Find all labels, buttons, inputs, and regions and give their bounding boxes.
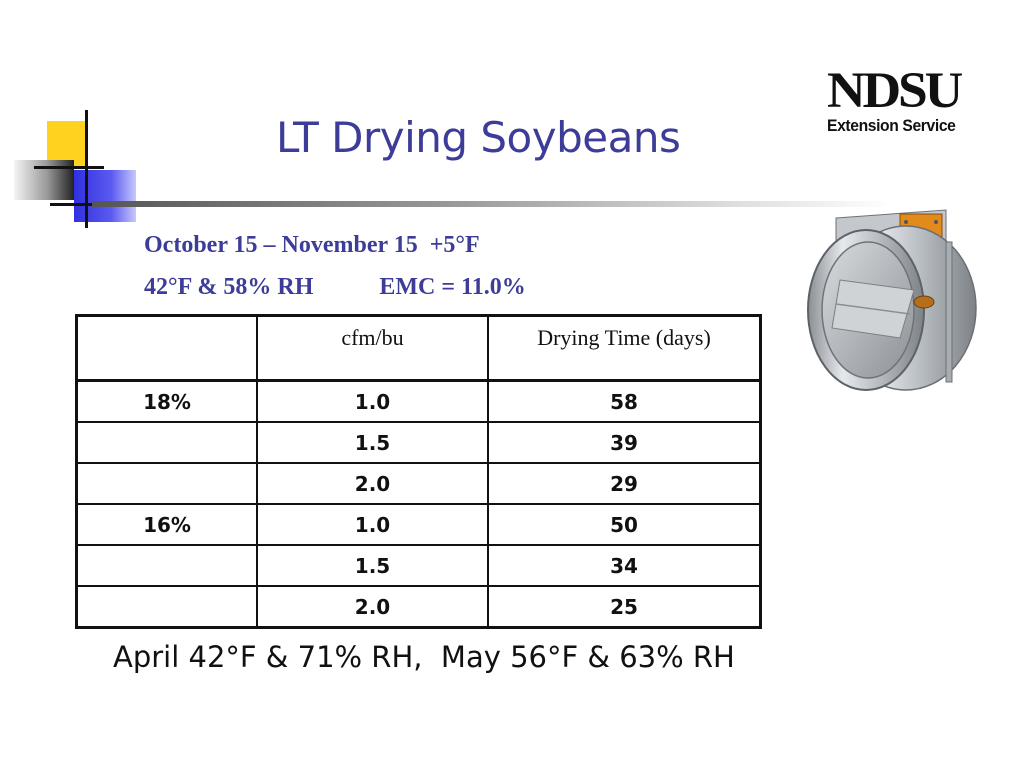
title-divider — [92, 201, 892, 207]
table-row: 2.0 25 — [75, 585, 762, 629]
decor-horizontal-line — [50, 203, 110, 206]
table-row: 2.0 29 — [75, 462, 762, 505]
decor-yellow-square — [47, 121, 85, 166]
days-cell: 25 — [487, 585, 762, 629]
ndsu-logo: NDSU Extension Service — [827, 66, 983, 136]
cfm-cell: 1.0 — [256, 503, 489, 546]
moisture-cell: 16% — [75, 503, 258, 546]
header-cell-moisture — [75, 314, 258, 382]
cfm-cell: 1.0 — [256, 379, 489, 423]
moisture-cell — [75, 421, 258, 464]
cfm-cell: 1.5 — [256, 421, 489, 464]
moisture-cell — [75, 544, 258, 587]
days-cell: 50 — [487, 503, 762, 546]
header-cell-days: Drying Time (days) — [487, 314, 762, 382]
days-cell: 29 — [487, 462, 762, 505]
days-cell: 34 — [487, 544, 762, 587]
header-cell-cfm: cfm/bu — [256, 314, 489, 382]
days-cell: 58 — [487, 379, 762, 423]
decor-vertical-line — [85, 110, 88, 228]
slide-title: LT Drying Soybeans — [276, 113, 681, 162]
table-row: 16% 1.0 50 — [75, 503, 762, 546]
cfm-cell: 1.5 — [256, 544, 489, 587]
date-range-text: October 15 – November 15 +5°F — [144, 232, 480, 258]
fan-damper-image — [807, 209, 977, 391]
table-row: 1.5 34 — [75, 544, 762, 587]
cfm-cell: 2.0 — [256, 585, 489, 629]
conditions-line: 42°F & 58% RH EMC = 11.0% — [144, 274, 526, 301]
decor-blue-square — [74, 170, 136, 222]
temperature-rh-text: 42°F & 58% RH — [144, 274, 314, 300]
moisture-cell: 18% — [75, 379, 258, 423]
seasonal-conditions-text: April 42°F & 71% RH, May 56°F & 63% RH — [113, 640, 735, 674]
table-header-row: cfm/bu Drying Time (days) — [75, 314, 762, 382]
moisture-cell — [75, 462, 258, 505]
emc-text: EMC = 11.0% — [379, 274, 526, 300]
table-row: 18% 1.0 58 — [75, 379, 762, 423]
drying-time-table: cfm/bu Drying Time (days) 18% 1.0 58 1.5… — [75, 314, 762, 629]
moisture-cell — [75, 585, 258, 629]
days-cell: 39 — [487, 421, 762, 464]
cfm-cell: 2.0 — [256, 462, 489, 505]
table-row: 1.5 39 — [75, 421, 762, 464]
logo-tagline: Extension Service — [827, 116, 956, 135]
decor-horizontal-line — [34, 166, 104, 169]
logo-wordmark: NDSU — [827, 63, 963, 119]
